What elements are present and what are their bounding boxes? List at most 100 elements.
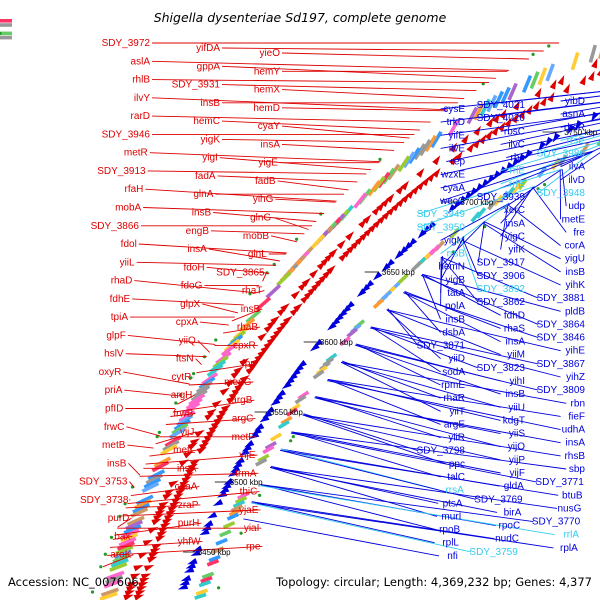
- forward-gene-label: coaA: [175, 482, 198, 493]
- forward-gene-label: yiiL: [120, 257, 135, 268]
- reverse-gene-leader: [327, 378, 501, 421]
- reverse-gene-label: yijP: [509, 455, 525, 466]
- forward-gene-label: gppA: [197, 61, 221, 72]
- cog-feature-band: [228, 508, 242, 517]
- kbp-tick-label: 3450 kbp: [198, 548, 231, 557]
- reverse-gene-leader: [418, 168, 563, 215]
- forward-gene-leader: [170, 413, 196, 417]
- forward-cds-arrow: [168, 480, 179, 488]
- cog-feature-band: [215, 537, 228, 546]
- gc-marker: [248, 292, 252, 296]
- forward-gene-leader: [231, 308, 263, 322]
- cog-feature-band: [265, 284, 282, 299]
- forward-gene-label: aslA: [131, 56, 151, 67]
- map-title: Shigella dysenteriae Sd197, complete gen…: [154, 10, 447, 25]
- reverse-gene-label: ilvE: [449, 143, 465, 154]
- cog-feature-band: [517, 178, 528, 191]
- forward-gene-leader: [102, 554, 134, 568]
- cog-feature-band: [239, 317, 256, 332]
- forward-gene-leader: [143, 207, 325, 214]
- gc-marker: [214, 338, 218, 342]
- reverse-gene-leader: [355, 344, 539, 391]
- reverse-gene-leader: [560, 118, 600, 128]
- forward-gene-label: yihG: [253, 194, 274, 205]
- forward-gene-label: glnG: [250, 213, 271, 224]
- cog-feature-band: [194, 592, 207, 600]
- forward-gene-leader: [281, 89, 465, 100]
- reverse-gene-leader: [260, 484, 436, 531]
- cog-feature-band: [208, 554, 221, 563]
- forward-gene-label: fdhE: [110, 294, 131, 305]
- forward-gene-leader: [221, 138, 405, 143]
- reverse-gene-label: cyaA: [443, 183, 466, 194]
- cog-feature-band: [410, 260, 422, 272]
- reverse-gene-leader: [341, 361, 441, 412]
- reverse-gene-label: rbsR: [564, 122, 585, 133]
- forward-cds-arrow: [230, 370, 241, 379]
- reverse-gene-label: yigC: [505, 231, 525, 242]
- reverse-gene-leader: [291, 431, 567, 470]
- cog-feature-band: [109, 562, 128, 572]
- reverse-gene-leader: [440, 139, 600, 176]
- forward-gene-label: ilvY: [134, 93, 150, 104]
- forward-gene-label: zraP: [178, 500, 199, 511]
- reverse-gene-label: SDY_3771: [535, 477, 584, 488]
- cog-feature-band: [230, 504, 244, 513]
- forward-gene-leader: [281, 107, 447, 112]
- gc-marker: [157, 430, 161, 434]
- forward-cds-arrow: [534, 87, 542, 98]
- forward-gene-leader: [221, 47, 544, 52]
- reverse-gene-leader: [462, 238, 479, 277]
- forward-gene-leader: [155, 431, 197, 445]
- reverse-cds-arrow: [262, 410, 273, 419]
- cog-feature-band: [183, 401, 201, 415]
- forward-gene-label: insB: [201, 98, 221, 109]
- forward-gene-leader: [208, 248, 280, 262]
- forward-gene-label: oxyR: [99, 367, 122, 378]
- forward-gene-leader: [139, 472, 259, 477]
- reverse-cds-arrow: [552, 132, 561, 143]
- forward-gene-label: fdoH: [183, 262, 204, 273]
- forward-cds-arrow: [587, 70, 595, 82]
- cog-feature-band: [493, 194, 504, 207]
- forward-gene-leader: [172, 399, 255, 413]
- forward-gene-leader: [273, 217, 309, 230]
- forward-cds-arrow: [226, 396, 237, 405]
- forward-gene-leader: [188, 381, 254, 386]
- forward-cds-arrow: [525, 104, 533, 115]
- forward-cds-arrow: [426, 172, 436, 183]
- reverse-gene-label: insA: [506, 218, 526, 229]
- reverse-gene-leader: [270, 466, 498, 513]
- rna-gene-label: rrsE: [567, 135, 586, 146]
- cog-feature-band: [312, 369, 325, 380]
- cog-feature-band: [596, 134, 600, 147]
- forward-gene-leader: [165, 418, 256, 425]
- reverse-gene-labels: yibD SDY_4021 cysE asnA SDY_4020 trkD rbsR rbsC…: [417, 96, 586, 562]
- reverse-gene-leader: [560, 152, 600, 181]
- forward-cds-arrow: [187, 442, 198, 451]
- reverse-gene-label: udhA: [562, 425, 586, 436]
- cog-feature-band: [151, 460, 170, 473]
- forward-gene-leader: [145, 454, 258, 465]
- reverse-gene-label: nusG: [557, 503, 581, 514]
- forward-gene-leader: [124, 389, 183, 397]
- reverse-gene-label: sbp: [569, 464, 586, 475]
- forward-gene-leader: [151, 79, 490, 84]
- forward-cds-arrow: [358, 218, 367, 229]
- reverse-gene-leader: [440, 204, 508, 254]
- reverse-gene-label: SDY_3864: [537, 319, 586, 330]
- reverse-gene-leader: [291, 431, 501, 474]
- forward-cds-arrow: [245, 366, 256, 375]
- reverse-cds-arrow: [372, 271, 383, 281]
- forward-cds-arrow: [289, 307, 300, 317]
- forward-gene-label: glpX: [180, 299, 200, 310]
- reverse-gene-label: rep: [451, 157, 466, 168]
- forward-cds-arrow: [147, 527, 159, 534]
- reverse-gene-label: yihZ: [566, 372, 585, 383]
- reverse-gene-leader: [302, 414, 501, 461]
- forward-gene-leader: [149, 152, 381, 163]
- cog-feature-band: [126, 515, 145, 527]
- cog-feature-band: [479, 98, 491, 117]
- forward-gene-label: ftsN: [176, 354, 194, 365]
- reverse-gene-leader: [561, 169, 567, 207]
